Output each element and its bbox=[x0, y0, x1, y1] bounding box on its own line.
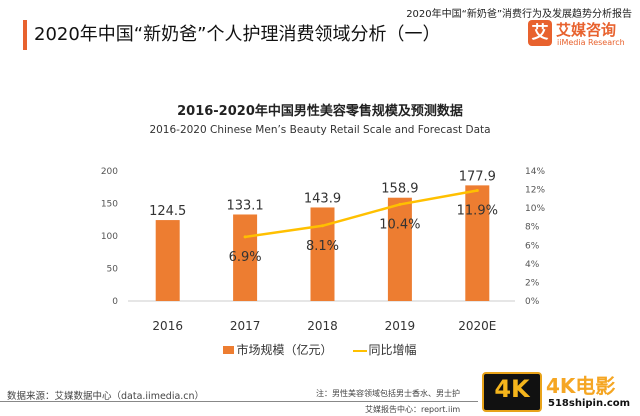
chart-subtitle: 2016-2020 Chinese Men’s Beauty Retail Sc… bbox=[149, 124, 491, 136]
right-tick-label: 10% bbox=[525, 204, 545, 214]
x-tick-label: 2019 bbox=[385, 319, 416, 333]
watermark-brand: 4K电影 bbox=[546, 374, 616, 398]
page-title: 2020年中国“新奶爸”个人护理消费领域分析（一） bbox=[34, 24, 441, 45]
logo-icon: 艾 bbox=[528, 20, 552, 46]
growth-line bbox=[244, 189, 478, 239]
left-tick-label: 0 bbox=[112, 297, 118, 307]
right-tick-label: 6% bbox=[525, 241, 540, 251]
bar-data-label: 177.9 bbox=[459, 169, 496, 184]
watermark-4k-badge: 4K bbox=[482, 372, 542, 412]
left-tick-label: 100 bbox=[101, 232, 118, 242]
line-data-label: 10.4% bbox=[379, 217, 420, 232]
bar-data-label: 133.1 bbox=[226, 198, 263, 213]
legend-swatch-line bbox=[352, 349, 367, 352]
bar bbox=[155, 220, 180, 301]
right-tick-label: 12% bbox=[525, 186, 545, 196]
chart-title: 2016-2020年中国男性美容零售规模及预测数据 bbox=[177, 104, 463, 119]
x-tick-label: 2018 bbox=[307, 319, 338, 333]
bar-data-label: 124.5 bbox=[149, 204, 186, 219]
line-data-label: 8.1% bbox=[306, 239, 339, 254]
bar bbox=[387, 197, 412, 301]
x-tick-label: 2020E bbox=[458, 319, 496, 333]
right-tick-label: 8% bbox=[525, 223, 540, 233]
report-center: 艾媒报告中心：report.iim bbox=[365, 405, 461, 414]
left-tick-label: 200 bbox=[101, 167, 118, 177]
right-tick-label: 0% bbox=[525, 297, 540, 307]
left-tick-label: 50 bbox=[107, 265, 119, 275]
legend-swatch-bar bbox=[223, 346, 235, 354]
line-point bbox=[398, 202, 402, 206]
bar bbox=[233, 214, 258, 301]
x-tick-label: 2017 bbox=[230, 319, 261, 333]
footer-divider bbox=[0, 401, 640, 402]
legend-label-line: 同比增幅 bbox=[368, 343, 417, 357]
right-tick-label: 2% bbox=[525, 278, 540, 288]
line-data-label: 6.9% bbox=[229, 250, 262, 265]
report-title: 2020年中国“新奶爸”消费行为及发展趋势分析报告 bbox=[406, 9, 632, 20]
logo-text: 艾媒咨询 bbox=[556, 21, 617, 39]
right-tick-label: 4% bbox=[525, 260, 540, 270]
line-point bbox=[321, 224, 324, 228]
legend: 市场规模（亿元） 同比增幅 bbox=[0, 341, 640, 358]
line-data-label: 11.9% bbox=[457, 204, 498, 219]
bar bbox=[465, 185, 490, 301]
footnote: 注：男性美容领域包括男士香水、男士护 bbox=[316, 389, 460, 398]
x-tick-label: 2016 bbox=[152, 319, 183, 333]
logo-subtext: iiMedia Research bbox=[557, 38, 625, 47]
bar-data-label: 143.9 bbox=[304, 191, 341, 206]
line-point bbox=[243, 235, 247, 239]
watermark-url: 518shipin.com bbox=[548, 398, 631, 409]
right-tick-label: 14% bbox=[525, 167, 545, 177]
title-accent-bar bbox=[23, 20, 27, 50]
line-point bbox=[475, 189, 479, 192]
bar-data-label: 158.9 bbox=[381, 182, 418, 197]
legend-label-bar: 市场规模（亿元） bbox=[236, 343, 333, 357]
data-source: 数据来源：艾媒数据中心（data.iimedia.cn） bbox=[7, 391, 205, 402]
left-tick-label: 150 bbox=[101, 200, 118, 210]
bar bbox=[310, 207, 335, 301]
